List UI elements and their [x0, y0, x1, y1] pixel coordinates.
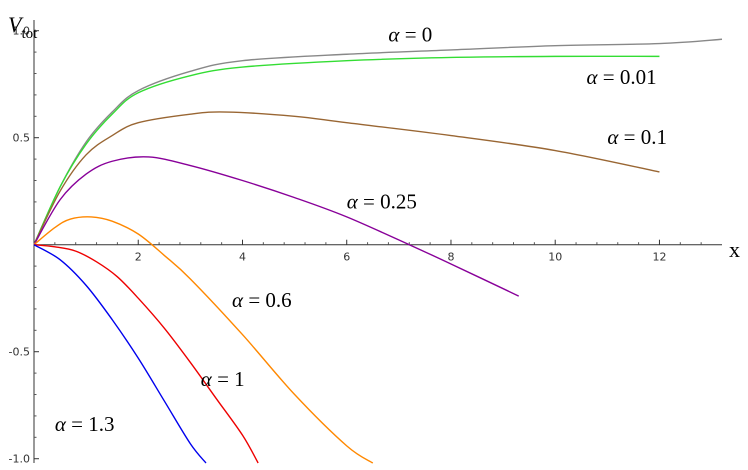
series-label: α = 0.1: [607, 125, 667, 149]
series-line: [33, 244, 259, 464]
x-tick-label: 4: [239, 251, 246, 264]
series-label: α = 0: [388, 22, 432, 46]
y-tick-label: -0.5: [9, 346, 30, 359]
series-label: α = 0.01: [586, 65, 656, 89]
series-label-value: = 0.6: [243, 288, 292, 312]
series-line: [33, 216, 374, 464]
y-axis-title-main: V: [8, 12, 24, 37]
series-line: [33, 156, 520, 297]
series-label: α = 0.6: [232, 288, 292, 312]
series-line: [33, 244, 207, 464]
y-tick-label: 1.0: [13, 25, 31, 38]
axes: [33, 20, 722, 463]
x-tick-label: 10: [548, 251, 562, 264]
y-tick-label: -1.0: [9, 453, 30, 466]
alpha-symbol: α: [201, 367, 213, 391]
series-line: [33, 38, 723, 245]
y-axis-title: Vtot: [8, 12, 38, 42]
series-label-value: = 1: [212, 367, 245, 391]
ticks: 2 4 6 8 10 12 -1.0 -0.5 0.5 1.0: [9, 25, 702, 466]
series-label: α = 0.25: [347, 189, 417, 213]
alpha-symbol: α: [55, 412, 67, 436]
series-label-value: = 0.1: [618, 125, 667, 149]
alpha-symbol: α: [347, 189, 359, 213]
x-tick-label: 8: [447, 251, 454, 264]
series-label: α = 1: [201, 367, 245, 391]
alpha-symbol: α: [586, 65, 598, 89]
series-label-value: = 0: [399, 22, 432, 46]
series-line: [33, 55, 660, 245]
x-tick-label: 12: [652, 251, 666, 264]
x-axis-title: x: [729, 237, 740, 262]
series-line: [33, 111, 660, 246]
y-axis-title-sub: tot: [21, 26, 38, 42]
x-tick-label: 2: [135, 251, 142, 264]
series-label-value: = 0.01: [598, 65, 657, 89]
curves: [33, 38, 723, 464]
alpha-symbol: α: [388, 22, 400, 46]
series-label: α = 1.3: [55, 412, 115, 436]
series-label-value: = 0.25: [358, 189, 417, 213]
alpha-symbol: α: [607, 125, 619, 149]
curve-labels: α = 0α = 0.01α = 0.1α = 0.25α = 0.6α = 1…: [55, 22, 667, 435]
y-tick-label: 0.5: [13, 132, 31, 145]
x-tick-label: 6: [343, 251, 350, 264]
alpha-symbol: α: [232, 288, 244, 312]
series-label-value: = 1.3: [66, 412, 115, 436]
